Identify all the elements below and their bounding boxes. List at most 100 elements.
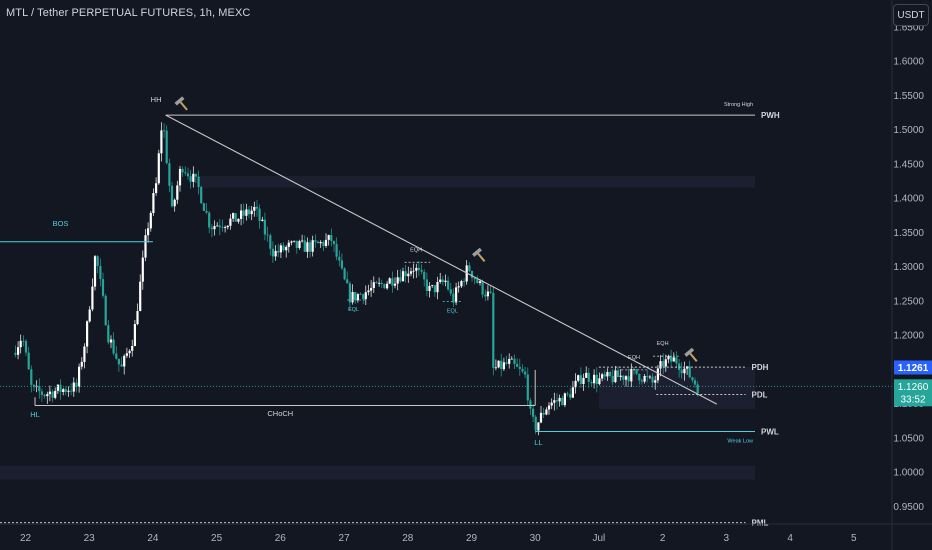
candle-body <box>40 391 43 395</box>
zone-box <box>598 367 755 409</box>
candle-body <box>338 256 341 261</box>
candle-body <box>51 391 54 398</box>
candle-body <box>518 366 521 369</box>
time-tick: 29 <box>466 533 478 544</box>
structure-label-eqh: EQH <box>628 355 640 361</box>
candle-body <box>635 369 638 374</box>
candle-body <box>46 394 49 397</box>
candle-body <box>561 397 564 406</box>
candle-body <box>372 282 375 288</box>
countdown-timer: 33:52 <box>900 394 925 405</box>
candle-body <box>346 279 349 284</box>
candle-body <box>19 340 22 348</box>
candle-body <box>632 369 636 370</box>
candle-body <box>423 271 426 280</box>
candle-body <box>431 285 434 286</box>
candle-body <box>141 257 144 282</box>
candle-body <box>144 235 147 258</box>
candle-body <box>603 374 606 377</box>
level-sublabel: Weak Low <box>727 439 753 445</box>
candle-body <box>590 382 593 384</box>
candle-body <box>43 394 46 397</box>
candle-body <box>306 242 309 252</box>
candle-body <box>255 206 259 209</box>
candle-body <box>202 203 205 211</box>
candle-body <box>436 282 439 293</box>
candle-body <box>457 286 460 288</box>
candle-body <box>619 375 622 377</box>
price-tick: 1.4500 <box>893 159 924 170</box>
candle-body <box>614 370 617 382</box>
candle-body <box>14 352 17 355</box>
candle-body <box>27 352 30 370</box>
candle-body <box>449 289 452 294</box>
candle-body <box>210 227 213 230</box>
candle-body <box>178 168 182 186</box>
candle-body <box>569 394 572 398</box>
candle-body <box>502 362 505 370</box>
candle-body <box>314 240 317 242</box>
time-tick: 28 <box>402 533 414 544</box>
candle-body <box>258 208 261 221</box>
currency-button[interactable]: USDT <box>893 4 929 26</box>
candle-body <box>582 377 585 384</box>
level-pwh-label: PWH <box>761 111 780 120</box>
candle-body <box>245 209 248 216</box>
candle-body <box>322 242 325 246</box>
time-tick: 4 <box>787 533 793 544</box>
candle-body <box>170 185 174 207</box>
candle-body <box>22 340 25 342</box>
candle-body <box>303 240 306 252</box>
candle-body <box>136 311 139 325</box>
candle-body <box>691 377 694 381</box>
candle-body <box>91 286 94 310</box>
candle-body <box>672 357 675 362</box>
candle-body <box>277 250 280 253</box>
candle-body <box>70 390 73 392</box>
candle-body <box>680 370 683 374</box>
structure-label-ll: LL <box>534 438 542 447</box>
price-label-value: 1.1260 <box>898 382 929 393</box>
candle-body <box>309 242 312 252</box>
candle-body <box>362 294 365 300</box>
candle-body <box>117 358 120 365</box>
candle-body <box>364 292 367 300</box>
candle-body <box>340 260 343 269</box>
candle-body <box>585 372 588 378</box>
candle-body <box>396 277 399 284</box>
candle-body <box>659 361 662 369</box>
structure-label-eql: EQL <box>447 308 458 314</box>
candle-body <box>524 371 527 375</box>
candle-body <box>630 369 633 382</box>
candle-body <box>452 293 455 303</box>
candle-body <box>513 358 516 364</box>
candle-body <box>83 346 86 362</box>
candle-body <box>529 400 532 409</box>
time-tick: Jul <box>593 533 606 544</box>
candle-body <box>32 384 36 387</box>
candle-body <box>574 380 577 388</box>
candle-body <box>526 374 529 401</box>
candle-body <box>455 287 458 303</box>
price-tick: 1.0500 <box>893 433 924 444</box>
candle-body <box>163 130 166 132</box>
candle-body <box>542 412 545 415</box>
candle-body <box>62 389 65 392</box>
candle-body <box>348 283 351 303</box>
candle-body <box>492 292 495 368</box>
candle-body <box>486 291 489 297</box>
candle-body <box>662 361 665 367</box>
candle-body <box>330 235 333 241</box>
candle-body <box>247 209 251 215</box>
candle-body <box>295 240 298 248</box>
candle-body <box>17 347 20 355</box>
candle-body <box>30 369 33 385</box>
candle-body <box>139 281 142 311</box>
candle-body <box>571 387 574 398</box>
candle-body <box>240 210 243 219</box>
time-tick: 30 <box>530 533 542 544</box>
candle-body <box>316 241 320 244</box>
candle-body <box>468 265 471 271</box>
candle-body <box>370 288 373 291</box>
